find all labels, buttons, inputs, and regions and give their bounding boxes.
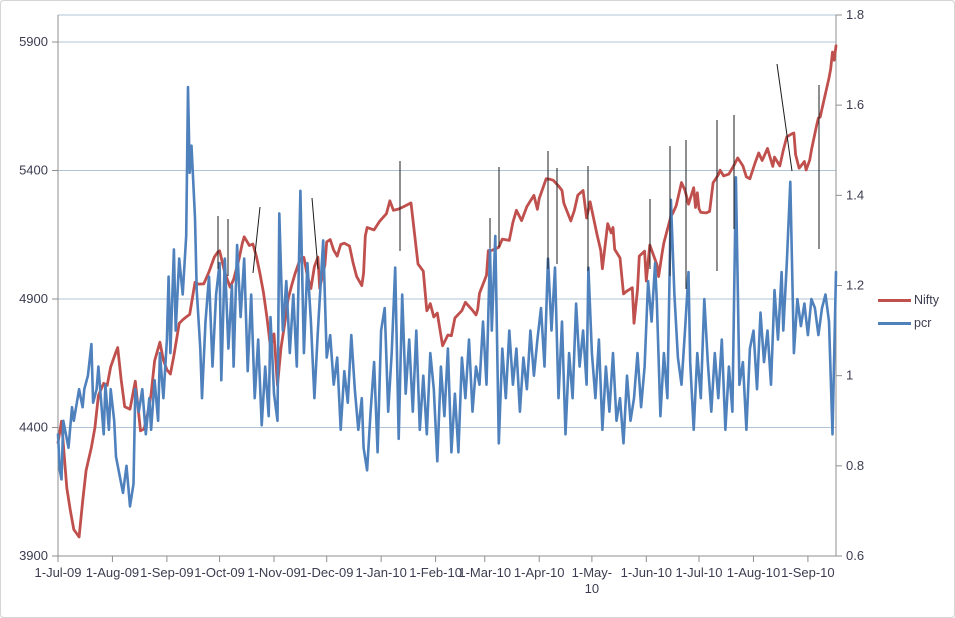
legend-item-pcr[interactable]: pcr [878,312,939,335]
chart-legend: Nifty pcr [878,289,939,335]
left-axis-tick-label: 5400 [19,162,48,177]
left-axis-tick-label: 4900 [19,291,48,306]
left-axis-tick-label: 3900 [19,548,48,563]
x-axis-tick-label: 1-Feb-10 [409,565,462,580]
nifty-series-line [56,44,838,539]
x-axis-tick-label: 1-Dec-09 [300,565,353,580]
left-axis-tick-label: 4400 [19,419,48,434]
x-axis-tick-label: 1-Jan-10 [355,565,406,580]
x-axis-tick-label: 1-Jul-10 [676,565,723,580]
nifty-line-swatch [878,299,911,302]
legend-label-pcr: pcr [914,316,932,331]
x-axis-tick-label: 1-Sep-09 [140,565,193,580]
x-axis-tick-label: 1-Nov-09 [247,565,300,580]
pcr-line-swatch [878,322,911,325]
x-axis-tick-label: 1-Apr-10 [514,565,565,580]
x-axis-tick-label: 1-May-10 [572,565,612,596]
x-axis-tick-label: 1-Aug-09 [86,565,139,580]
right-axis-tick-label: 1.6 [846,97,864,112]
legend-label-nifty: Nifty [914,293,939,308]
right-axis-tick-label: 1.2 [846,278,864,293]
right-axis-tick-label: 1.8 [846,7,864,22]
right-axis-tick-label: 0.6 [846,548,864,563]
x-axis-tick-label: 1-Sep-10 [781,565,834,580]
right-axis-tick-label: 0.8 [846,458,864,473]
annotation-stroke [311,197,319,270]
right-axis-tick-label: 1 [846,368,853,383]
legend-item-nifty[interactable]: Nifty [878,289,939,312]
annotation-stroke [252,206,261,274]
x-axis-tick-label: 1-Aug-10 [727,565,780,580]
x-axis-tick-label: 1-Jul-09 [35,565,82,580]
x-axis-tick-label: 1-Mar-10 [458,565,511,580]
x-axis-tick-label: 1-Jun-10 [621,565,672,580]
pcr-series-line [56,85,838,508]
left-axis-tick-label: 5900 [19,34,48,49]
x-axis-tick-label: 1-Oct-09 [194,565,245,580]
annotation-stroke [776,63,793,172]
right-axis-tick-label: 1.4 [846,187,864,202]
